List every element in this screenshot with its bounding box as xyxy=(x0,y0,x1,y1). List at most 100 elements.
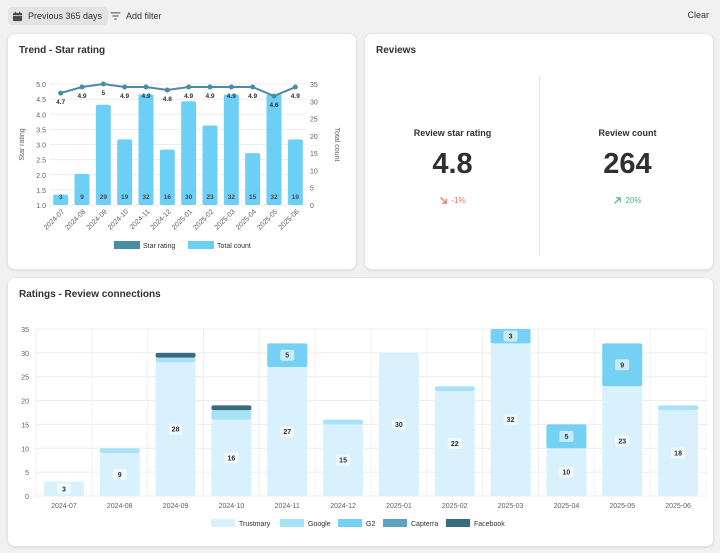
y-tick-label: 4.0 xyxy=(36,112,46,119)
stack-segment xyxy=(211,410,252,420)
legend-swatch xyxy=(383,519,407,527)
legend-swatch xyxy=(446,519,470,527)
x-tick-label: 2025-06 xyxy=(665,503,691,510)
segment-label-bg xyxy=(280,426,295,438)
x-tick-label: 2025-01 xyxy=(386,503,412,510)
y-tick-label: 1.0 xyxy=(36,203,46,210)
stack-segment xyxy=(99,448,140,454)
x-tick-label: 2025-05 xyxy=(256,208,279,231)
x-tick-label: 2025-01 xyxy=(171,208,194,231)
segment-data-label: 27 xyxy=(283,429,291,436)
count-bar xyxy=(202,125,218,205)
x-tick-label: 2024-08 xyxy=(64,208,87,231)
y-tick-label: 15 xyxy=(21,422,29,429)
y-tick-label: 25 xyxy=(21,375,29,382)
bar-data-label: 15 xyxy=(249,194,257,201)
stack-segment xyxy=(155,357,196,363)
legend-label: G2 xyxy=(366,521,375,528)
bar-data-label: 29 xyxy=(100,194,108,201)
y-tick-label: 0 xyxy=(25,494,29,501)
toolbar: Previous 365 days Add filter Clear xyxy=(0,0,720,30)
review-count-value: 264 xyxy=(603,148,652,180)
x-tick-label: 2025-02 xyxy=(192,208,215,231)
ratings-card-title: Ratings - Review connections xyxy=(19,289,161,300)
x-tick-label: 2025-03 xyxy=(214,208,237,231)
clear-button[interactable]: Clear xyxy=(687,10,709,20)
y-tick-label: 3.5 xyxy=(36,127,46,134)
legend-label: Star rating xyxy=(143,243,175,250)
legend-label: Google xyxy=(308,521,331,528)
y-tick-label: 30 xyxy=(21,351,29,358)
reviews-card-title: Reviews xyxy=(376,45,417,56)
reviews-card: Reviews Review star rating 4.8 -1% Revie… xyxy=(364,33,714,270)
x-tick-label: 2024-07 xyxy=(51,503,77,510)
bar-data-label: 19 xyxy=(292,194,300,201)
segment-data-label: 16 xyxy=(228,455,236,462)
segment-label-bg xyxy=(447,438,462,450)
review-count-delta: 20% xyxy=(540,196,715,205)
count-bar xyxy=(159,149,175,205)
segment-data-label: 28 xyxy=(172,427,180,434)
line-data-label: 4.9 xyxy=(205,93,214,100)
segment-label-bg xyxy=(615,359,630,371)
segment-data-label: 18 xyxy=(674,451,682,458)
segment-data-label: 9 xyxy=(118,472,122,479)
x-tick-label: 2025-04 xyxy=(235,208,258,231)
count-bar xyxy=(74,173,90,205)
trend-card: Trend - Star rating 1.0 1.5 2.0 2.5 3.0 3.5 4.… xyxy=(7,33,357,270)
x-tick-label: 2024-11 xyxy=(129,208,152,231)
segment-label-bg xyxy=(503,330,518,342)
bar-data-label: 32 xyxy=(270,194,278,201)
star-rating-delta-value: -1% xyxy=(451,196,466,205)
calendar-icon xyxy=(12,11,23,21)
star-rating-point xyxy=(186,84,192,90)
line-data-label: 4.8 xyxy=(163,96,172,103)
segment-data-label: 15 xyxy=(339,458,347,465)
segment-label-bg xyxy=(503,414,518,426)
metric-divider xyxy=(539,76,540,256)
legend-swatch xyxy=(188,241,214,249)
y-tick-label: 35 xyxy=(21,327,29,334)
legend-swatch xyxy=(211,519,235,527)
count-bar xyxy=(95,104,111,205)
count-bar xyxy=(181,101,197,205)
segment-label-bg xyxy=(336,454,351,466)
bar-data-label: 32 xyxy=(142,194,150,201)
segment-label-bg xyxy=(168,423,183,435)
segment-data-label: 30 xyxy=(395,422,403,429)
stack-segment xyxy=(211,405,252,411)
ratings-chart: 0510152025303532024-0792024-08282024-091… xyxy=(21,327,707,528)
date-range-label: Previous 365 days xyxy=(28,11,103,21)
segment-label-bg xyxy=(559,430,574,442)
star-rating-point xyxy=(164,87,170,93)
y-tick-label: 5.0 xyxy=(36,82,46,89)
y2-tick-label: 30 xyxy=(310,99,318,106)
ratings-card: Ratings - Review connections 0 5 10 15 20 25 3… xyxy=(7,277,714,547)
segment-label-bg xyxy=(615,435,630,447)
segment-label-bg xyxy=(56,483,71,495)
star-rating-point xyxy=(207,84,213,90)
y-axis-label: Star rating xyxy=(19,128,26,160)
segment-data-label: 5 xyxy=(564,434,568,441)
line-data-label: 4.9 xyxy=(248,93,257,100)
y-tick-label: 2.0 xyxy=(36,173,46,180)
y2-axis-label: Total count xyxy=(333,128,340,162)
x-tick-label: 2025-06 xyxy=(278,208,301,231)
line-data-label: 4.9 xyxy=(291,93,300,100)
segment-data-label: 23 xyxy=(618,439,626,446)
date-range-button[interactable]: Previous 365 days xyxy=(8,7,109,25)
x-tick-label: 2024-09 xyxy=(163,503,189,510)
arrow-down-right-icon xyxy=(440,197,448,204)
segment-label-bg xyxy=(391,418,406,430)
legend-label: Capterra xyxy=(411,521,438,528)
y2-tick-label: 10 xyxy=(310,168,318,175)
x-tick-label: 2024-11 xyxy=(275,503,300,510)
count-bar xyxy=(223,94,239,205)
segment-label-bg xyxy=(559,466,574,478)
add-filter-button[interactable]: Add filter xyxy=(110,7,162,25)
legend-label: Trustmary xyxy=(239,521,271,528)
segment-data-label: 9 xyxy=(620,362,624,369)
star-rating-delta: -1% xyxy=(365,196,540,205)
x-tick-label: 2024-10 xyxy=(219,503,245,510)
filter-icon xyxy=(110,12,121,20)
